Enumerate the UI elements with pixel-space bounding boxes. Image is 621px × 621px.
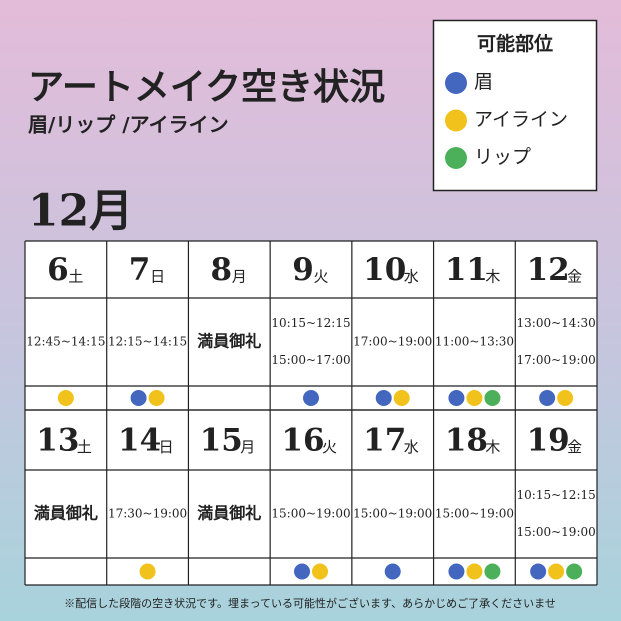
weekday: 木 <box>485 438 500 456</box>
part-dot <box>466 390 483 406</box>
day-number: 7 <box>129 252 151 288</box>
weekday: 日 <box>150 268 165 286</box>
weekday: 月 <box>232 268 247 286</box>
part-dot <box>548 563 565 580</box>
day-number: 12 <box>527 252 570 288</box>
time-slot: 満員御礼 <box>34 504 98 523</box>
time-slot: 17:30~19:00 <box>108 507 187 521</box>
part-dot <box>384 563 401 580</box>
day-cell: 14日 17:30~19:00 <box>108 423 187 580</box>
part-dot <box>557 390 574 406</box>
legend-dot <box>445 147 467 169</box>
day-cell: 9 火 10:15~12:15 15:00~17:00 <box>271 252 351 406</box>
day-number: 18 <box>445 423 488 459</box>
day-number: 9 <box>292 252 314 288</box>
weekday: 木 <box>485 268 500 286</box>
time-slot: 10:15~12:15 <box>517 488 596 502</box>
time-slot: 13:00~14:30 <box>517 316 596 330</box>
legend-label: アイライン <box>474 109 568 131</box>
time-slot: 17:00~19:00 <box>517 353 596 367</box>
day-number: 10 <box>363 252 406 288</box>
legend-label: リップ <box>474 146 531 168</box>
part-dot <box>375 390 392 406</box>
part-dot <box>393 390 410 406</box>
part-dot <box>57 390 74 406</box>
day-cell: 17水 15:00~19:00 <box>353 423 432 580</box>
time-slot: 満員御礼 <box>197 504 261 523</box>
part-dot <box>148 390 165 406</box>
day-cell: 11木 11:00~13:30 <box>435 252 514 406</box>
day-cell: 16火 15:00~19:00 <box>271 423 351 580</box>
day-cell: 6 土 12:45~14:15 <box>26 252 105 406</box>
day-number: 14 <box>118 423 161 459</box>
part-dot <box>448 563 465 580</box>
day-number: 13 <box>36 423 79 459</box>
time-slot: 満員御礼 <box>197 332 261 351</box>
day-cell: 12金 13:00~14:30 17:00~19:00 <box>517 252 596 406</box>
legend-title: 可能部位 <box>477 32 553 55</box>
time-slot: 12:15~14:15 <box>108 335 187 349</box>
time-slot: 11:00~13:30 <box>435 335 514 349</box>
day-number: 17 <box>363 423 406 459</box>
legend-dot <box>445 72 467 94</box>
weekday: 水 <box>404 268 419 286</box>
footer-note: ※配信した段階の空き状況です。埋まっている可能性がございます、あらかじめご了承く… <box>64 596 556 610</box>
day-number: 16 <box>281 423 324 459</box>
legend-dot <box>445 109 467 132</box>
part-dot <box>566 563 583 580</box>
month: 12月 <box>28 186 133 237</box>
time-slot: 15:00~19:00 <box>271 507 350 521</box>
day-cell: 18木 15:00~19:00 <box>435 423 514 580</box>
day-number: 15 <box>200 423 243 459</box>
part-dot <box>484 563 501 580</box>
time-slot: 15:00~19:00 <box>517 525 596 539</box>
part-dot <box>530 563 547 580</box>
part-dot <box>484 390 501 406</box>
part-dot <box>539 390 556 406</box>
part-dot <box>294 563 310 580</box>
weekday: 月 <box>240 438 255 456</box>
part-dot <box>312 563 328 580</box>
part-dot <box>303 390 319 406</box>
legend-label: 眉 <box>474 71 493 93</box>
weekday: 火 <box>314 268 329 286</box>
part-dot <box>466 563 483 580</box>
day-number: 19 <box>527 423 570 459</box>
day-number: 11 <box>445 252 488 288</box>
weekday: 土 <box>68 268 83 286</box>
weekday: 火 <box>322 438 337 456</box>
day-cell: 19金 10:15~12:15 15:00~19:00 <box>517 423 596 580</box>
time-slot: 12:45~14:15 <box>26 335 105 349</box>
weekday: 土 <box>77 438 92 456</box>
subtitle: 眉/リップ /アイライン <box>28 113 229 137</box>
part-dot <box>448 390 465 406</box>
title: アートメイク空き状況 <box>28 66 385 108</box>
time-slot: 15:00~19:00 <box>435 507 514 521</box>
weekday: 金 <box>567 268 582 286</box>
table-background <box>25 241 597 585</box>
day-number: 8 <box>210 252 232 288</box>
day-cell: 7 日 12:15~14:15 <box>108 252 187 406</box>
time-slot: 15:00~19:00 <box>353 507 432 521</box>
time-slot: 17:00~19:00 <box>353 335 432 349</box>
weekday: 日 <box>159 438 174 456</box>
time-slot: 15:00~17:00 <box>271 353 350 367</box>
weekday: 水 <box>404 438 419 456</box>
day-cell: 10水 17:00~19:00 <box>353 252 432 406</box>
part-dot <box>139 563 156 580</box>
day-number: 6 <box>47 252 69 288</box>
weekday: 金 <box>567 438 582 456</box>
part-dot <box>130 390 147 406</box>
time-slot: 10:15~12:15 <box>271 316 350 330</box>
